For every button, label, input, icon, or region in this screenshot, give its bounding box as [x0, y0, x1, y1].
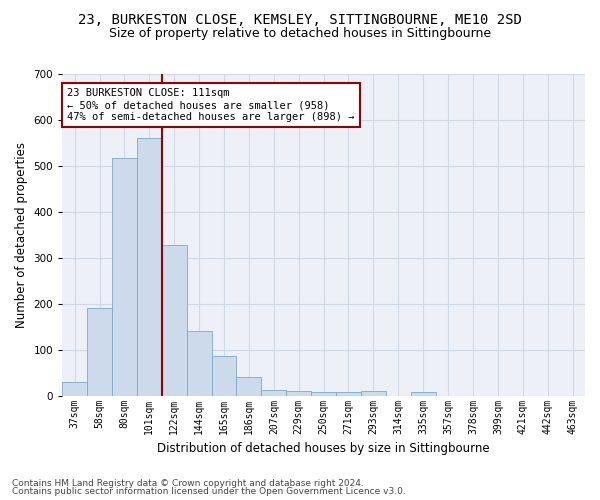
- Bar: [87, 308, 112, 396]
- Bar: [361, 391, 386, 396]
- Text: Size of property relative to detached houses in Sittingbourne: Size of property relative to detached ho…: [109, 28, 491, 40]
- X-axis label: Distribution of detached houses by size in Sittingbourne: Distribution of detached houses by size …: [157, 442, 490, 455]
- Text: Contains HM Land Registry data © Crown copyright and database right 2024.: Contains HM Land Registry data © Crown c…: [12, 478, 364, 488]
- Bar: [62, 382, 87, 396]
- Bar: [212, 356, 236, 396]
- Text: 23, BURKESTON CLOSE, KEMSLEY, SITTINGBOURNE, ME10 2SD: 23, BURKESTON CLOSE, KEMSLEY, SITTINGBOU…: [78, 12, 522, 26]
- Bar: [311, 392, 336, 396]
- Bar: [162, 245, 187, 396]
- Y-axis label: Number of detached properties: Number of detached properties: [15, 142, 28, 328]
- Bar: [187, 332, 212, 396]
- Bar: [262, 390, 286, 396]
- Bar: [236, 378, 262, 396]
- Bar: [286, 391, 311, 396]
- Bar: [411, 392, 436, 396]
- Bar: [336, 392, 361, 396]
- Text: 23 BURKESTON CLOSE: 111sqm
← 50% of detached houses are smaller (958)
47% of sem: 23 BURKESTON CLOSE: 111sqm ← 50% of deta…: [67, 88, 355, 122]
- Bar: [112, 158, 137, 396]
- Text: Contains public sector information licensed under the Open Government Licence v3: Contains public sector information licen…: [12, 487, 406, 496]
- Bar: [137, 138, 162, 396]
